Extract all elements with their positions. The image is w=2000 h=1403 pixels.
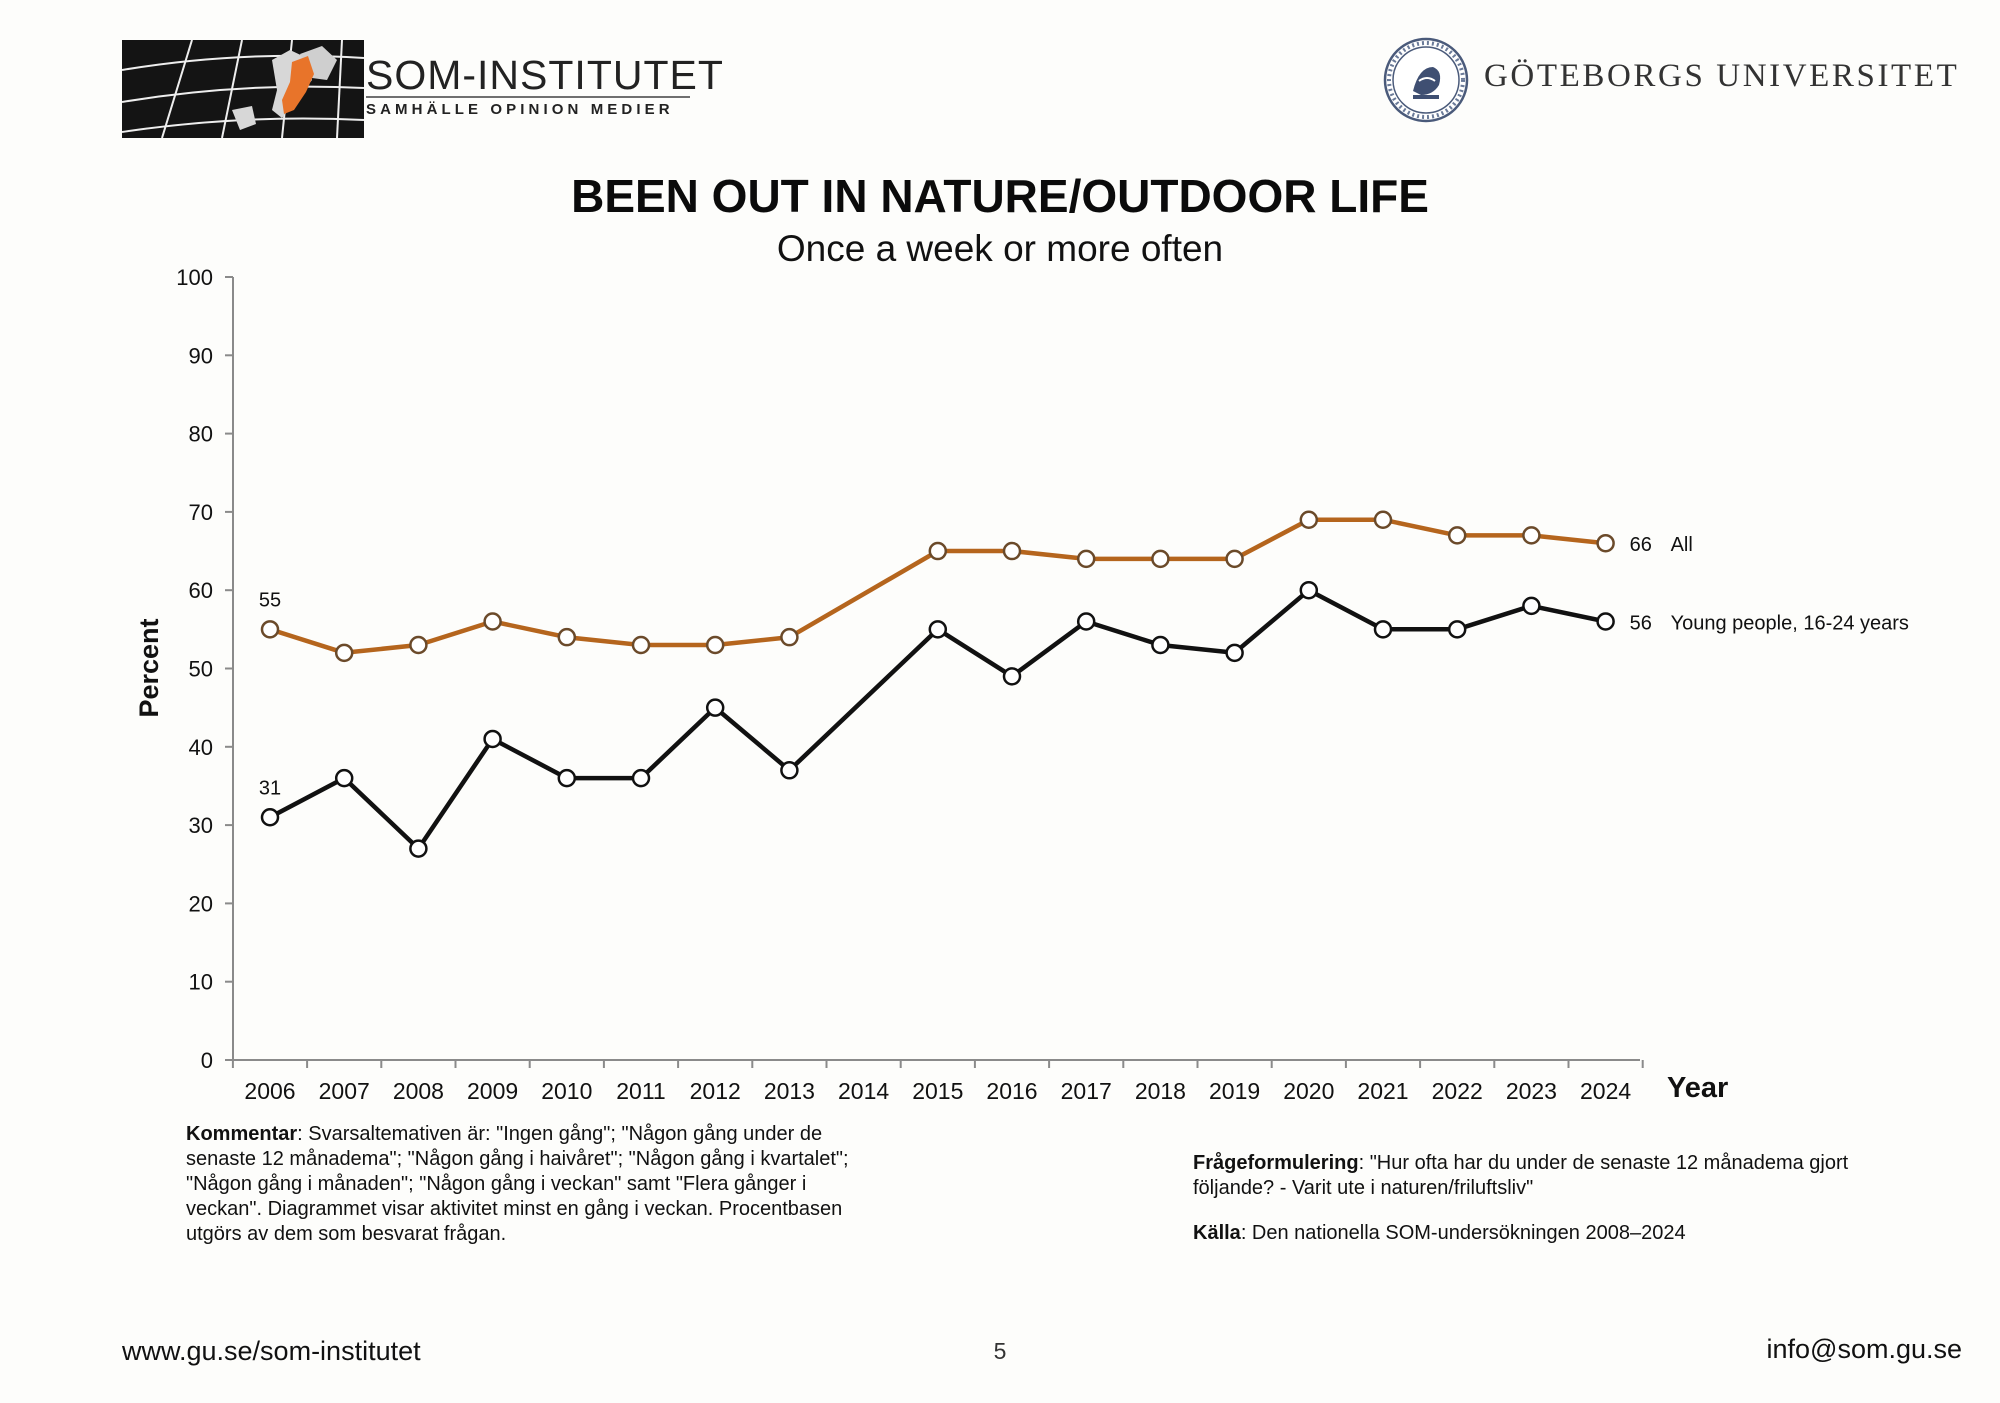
data-point	[780, 761, 799, 780]
question-text: : "Hur ofta har du under de senaste 12 m…	[1193, 1152, 1849, 1199]
som-institutet-tagline: SAMHÄLLE OPINION MEDIER	[366, 101, 674, 118]
x-tick-label: 2010	[541, 1078, 592, 1104]
data-point	[631, 768, 651, 788]
y-tick-label: 40	[189, 735, 213, 760]
som-logo-divider	[366, 96, 690, 98]
data-point	[409, 635, 428, 655]
x-tick-label: 2017	[1061, 1078, 1112, 1104]
y-tick-label: 80	[189, 422, 213, 447]
x-tick-label: 2006	[244, 1078, 295, 1104]
source-label: Källa	[1193, 1222, 1241, 1244]
x-tick-label: 2021	[1357, 1078, 1408, 1104]
question-label: Frågeformulering	[1193, 1152, 1359, 1174]
data-point	[631, 635, 651, 655]
data-point	[1225, 549, 1244, 569]
data-label: 55	[259, 589, 281, 611]
x-tick-label: 2023	[1506, 1078, 1557, 1104]
data-point	[1002, 667, 1022, 686]
data-point	[928, 620, 948, 639]
page-number: 5	[993, 1338, 1007, 1364]
data-point	[1225, 643, 1244, 663]
series-line-0	[269, 517, 1606, 656]
y-tick-label: 20	[189, 891, 213, 916]
x-tick-label: 2012	[690, 1078, 741, 1104]
x-tick-label: 2011	[616, 1078, 665, 1104]
data-point	[334, 643, 354, 663]
series-name-label: All	[1671, 534, 1693, 556]
data-point	[1151, 549, 1170, 569]
x-tick-label: 2008	[393, 1078, 444, 1104]
data-point	[1076, 612, 1096, 631]
data-point	[1373, 620, 1393, 639]
y-tick-label: 70	[189, 500, 213, 525]
y-axis-title: Percent	[134, 618, 164, 717]
x-tick-label: 2019	[1209, 1078, 1260, 1104]
x-tick-label: 2007	[319, 1078, 370, 1104]
x-tick-label: 2014	[838, 1078, 889, 1104]
data-point	[928, 541, 948, 561]
som-institutet-logo-map	[122, 40, 364, 138]
y-tick-label: 50	[189, 657, 213, 682]
source-text: : Den nationella SOM-undersökningen 2008…	[1240, 1222, 1686, 1244]
data-point	[1447, 526, 1467, 545]
footer-email-link[interactable]: info@som.gu.se	[1766, 1334, 1963, 1364]
data-point	[1596, 533, 1615, 553]
y-tick-label: 10	[189, 970, 213, 995]
data-point	[705, 635, 725, 655]
footer-website-link[interactable]: www.gu.se/som-institutet	[122, 1336, 421, 1366]
data-point	[780, 627, 799, 647]
data-point	[483, 612, 502, 631]
data-point	[1151, 635, 1170, 655]
university-seal-icon	[1383, 37, 1469, 123]
x-tick-label: 2015	[912, 1078, 963, 1104]
x-tick-label: 2024	[1580, 1078, 1631, 1104]
data-point	[1299, 510, 1319, 529]
data-point	[557, 627, 577, 647]
data-point	[1522, 596, 1541, 616]
data-point	[1076, 549, 1096, 569]
chart-subtitle: Once a week or more often	[776, 228, 1224, 269]
data-point	[1522, 526, 1541, 545]
data-point	[1373, 510, 1393, 529]
source-note: Källa: Den nationella SOM-undersökningen…	[1193, 1221, 1893, 1246]
comment-label: Kommentar	[186, 1123, 298, 1145]
x-tick-label: 2009	[467, 1078, 518, 1104]
data-point	[334, 768, 354, 788]
x-tick-label: 2020	[1283, 1078, 1334, 1104]
data-point	[1447, 620, 1467, 639]
y-tick-label: 60	[189, 578, 213, 603]
data-point	[1002, 541, 1022, 561]
x-tick-label: 2018	[1135, 1078, 1186, 1104]
x-axis-title: Year	[1667, 1072, 1728, 1104]
series-name-label: Young people, 16-24 years	[1671, 613, 1909, 635]
comment-text: : Svarsaltemativen är: "Ingen gång"; "Nå…	[186, 1123, 849, 1245]
question-note: Frågeformulering: "Hur ofta har du under…	[1193, 1151, 1893, 1201]
x-tick-label: 2013	[764, 1078, 815, 1104]
data-point	[1596, 612, 1615, 631]
data-label: 31	[259, 777, 281, 799]
data-point	[260, 620, 280, 639]
data-point	[483, 729, 502, 749]
data-point	[409, 839, 428, 858]
comment-note: Kommentar: Svarsaltemativen är: "Ingen g…	[186, 1122, 876, 1247]
y-tick-label: 30	[189, 813, 213, 838]
goteborgs-universitet-name: GÖTEBORGS UNIVERSITET	[1484, 58, 1960, 94]
y-tick-label: 100	[176, 265, 213, 290]
x-tick-label: 2022	[1432, 1078, 1483, 1104]
series-line-1	[268, 587, 1607, 851]
x-tick-label: 2016	[986, 1078, 1037, 1104]
y-tick-label: 0	[201, 1048, 213, 1073]
data-point	[705, 698, 725, 717]
som-institutet-name: SOM-INSTITUTET	[366, 52, 724, 98]
data-point	[557, 768, 577, 788]
chart-title: BEEN OUT IN NATURE/OUTDOOR LIFE	[571, 170, 1429, 222]
y-tick-label: 90	[189, 343, 213, 368]
data-point	[260, 808, 280, 827]
data-label: 66	[1630, 534, 1652, 556]
data-label: 56	[1630, 613, 1652, 635]
data-point	[1299, 580, 1319, 600]
